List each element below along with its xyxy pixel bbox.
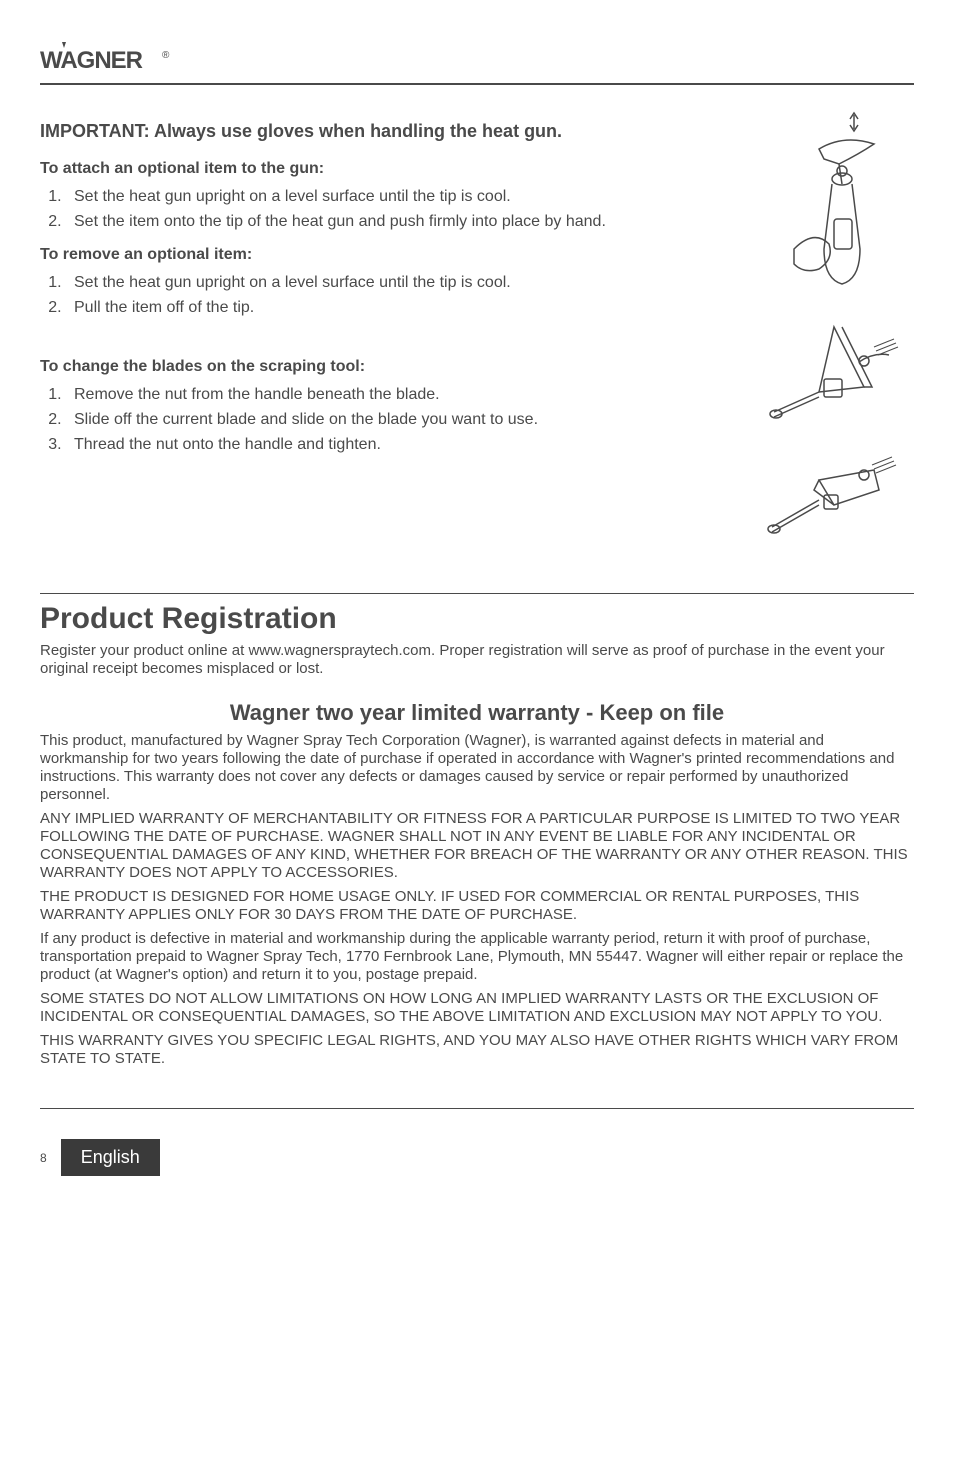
warranty-para: This product, manufactured by Wagner Spr… xyxy=(40,732,914,804)
list-item: Set the heat gun upright on a level surf… xyxy=(66,272,748,294)
remove-list: Set the heat gun upright on a level surf… xyxy=(66,272,748,318)
registration-body: Register your product online at www.wagn… xyxy=(40,642,914,678)
page-number: 8 xyxy=(40,1151,47,1165)
list-item: Remove the nut from the handle beneath t… xyxy=(66,384,748,406)
warranty-heading: Wagner two year limited warranty - Keep … xyxy=(40,700,914,726)
bottom-rule xyxy=(40,1108,914,1109)
attach-list: Set the heat gun upright on a level surf… xyxy=(66,186,748,232)
mid-rule xyxy=(40,593,914,594)
scraper-blade-illustration xyxy=(764,317,904,427)
logo-text: WAGNER xyxy=(40,47,143,74)
scraper-flat-illustration xyxy=(764,445,904,545)
warranty-para: ANY IMPLIED WARRANTY OF MERCHANTABILITY … xyxy=(40,810,914,882)
wagner-logo: WAGNER ® xyxy=(40,40,914,79)
list-item: Pull the item off of the tip. xyxy=(66,297,748,319)
remove-heading: To remove an optional item: xyxy=(40,246,748,264)
blade-heading: To change the blades on the scraping too… xyxy=(40,358,748,376)
warranty-para: THIS WARRANTY GIVES YOU SPECIFIC LEGAL R… xyxy=(40,1032,914,1068)
important-heading: IMPORTANT: Always use gloves when handli… xyxy=(40,121,748,142)
attach-heading: To attach an optional item to the gun: xyxy=(40,160,748,178)
top-rule xyxy=(40,83,914,85)
warranty-para: If any product is defective in material … xyxy=(40,930,914,984)
warranty-para: SOME STATES DO NOT ALLOW LIMITATIONS ON … xyxy=(40,990,914,1026)
warranty-para: THE PRODUCT IS DESIGNED FOR HOME USAGE O… xyxy=(40,888,914,924)
registration-heading: Product Registration xyxy=(40,602,914,636)
list-item: Thread the nut onto the handle and tight… xyxy=(66,434,748,456)
list-item: Set the heat gun upright on a level surf… xyxy=(66,186,748,208)
language-tab: English xyxy=(61,1139,160,1176)
blade-list: Remove the nut from the handle beneath t… xyxy=(66,384,748,455)
svg-text:®: ® xyxy=(162,50,170,61)
list-item: Set the item onto the tip of the heat gu… xyxy=(66,211,748,233)
heat-gun-illustration xyxy=(764,109,904,299)
list-item: Slide off the current blade and slide on… xyxy=(66,409,748,431)
